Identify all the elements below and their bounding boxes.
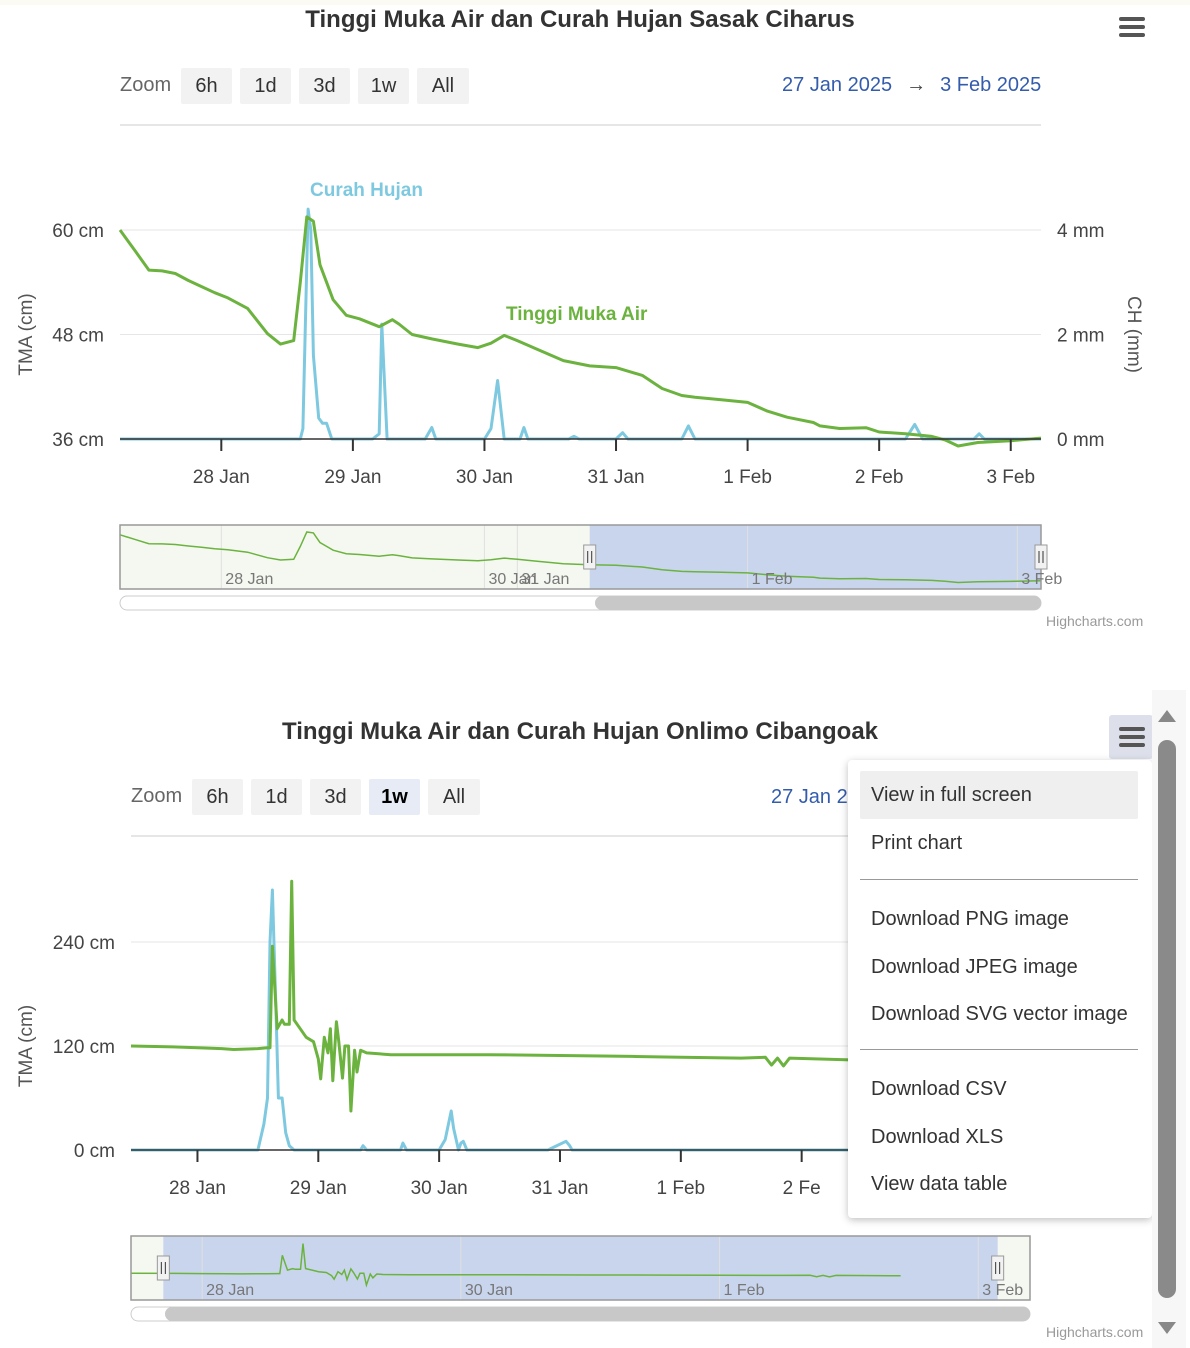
- navigator-outline: [119, 524, 1042, 590]
- series-label: Curah Hujan: [310, 180, 423, 201]
- y-axis-title: TMA (cm): [16, 293, 37, 375]
- chart-menu-button[interactable]: [1109, 715, 1153, 759]
- x-tick-label: 29 Jan: [324, 467, 381, 488]
- zoom-label: Zoom: [131, 785, 183, 807]
- menu-download-png[interactable]: Download PNG image: [871, 907, 1069, 930]
- chart-menu-button[interactable]: [1109, 5, 1153, 49]
- zoom-1d-button[interactable]: 1d: [240, 68, 291, 104]
- range-arrow-icon: →: [906, 74, 927, 96]
- scrollbar-thumb[interactable]: [1158, 740, 1176, 1298]
- y2-tick-label: 0 mm: [1057, 430, 1105, 451]
- page-scrollbar[interactable]: [1152, 690, 1186, 1348]
- x-tick-label: 1 Feb: [723, 467, 772, 488]
- x-tick-label: 3 Feb: [986, 467, 1035, 488]
- plot-area: 0 cm 120 cm 240 cm TMA (cm) 28 Jan 29 Jan 30 J…: [16, 835, 1031, 1322]
- menu-download-jpeg[interactable]: Download JPEG image: [871, 955, 1078, 978]
- range-to[interactable]: 3 Feb 2025: [940, 74, 1042, 96]
- series-line-tinggi-muka-air: [118, 215, 1042, 448]
- menu-separator: [860, 1049, 1138, 1050]
- y-tick-label: 0 cm: [74, 1141, 115, 1162]
- navigator-label: 28 Jan: [225, 571, 273, 588]
- y-tick-label: 36 cm: [52, 430, 104, 451]
- chart-onlimo-cibangoak: Tinggi Muka Air dan Curah Hujan Onlimo C…: [0, 690, 1190, 1348]
- navigator-handle: [991, 1255, 1005, 1281]
- navigator-handle: [1034, 544, 1048, 570]
- zoom-6h-button[interactable]: 6h: [181, 68, 232, 104]
- navigator-handle: [156, 1255, 170, 1281]
- x-tick-label: 28 Jan: [169, 1178, 226, 1199]
- x-tick-label: 1 Feb: [657, 1178, 706, 1199]
- x-tick-label: 30 Jan: [456, 467, 513, 488]
- scroll-down-arrow-icon[interactable]: [1158, 1322, 1176, 1334]
- chart-sasak-ciharus: Tinggi Muka Air dan Curah Hujan Sasak Ci…: [0, 0, 1190, 640]
- navigator-scrollbar-thumb: [595, 596, 1041, 610]
- series-line-tinggi-muka-air: [130, 879, 851, 1113]
- zoom-1w-button[interactable]: 1w: [369, 779, 420, 815]
- chart-title: Tinggi Muka Air dan Curah Hujan Sasak Ci…: [305, 6, 855, 33]
- navigator-outline: [130, 1235, 1031, 1301]
- navigator-label: 1 Feb: [752, 571, 793, 588]
- zoom-1w-button[interactable]: 1w: [358, 68, 409, 104]
- scroll-up-arrow-icon[interactable]: [1158, 710, 1176, 722]
- x-tick-label: 31 Jan: [531, 1178, 588, 1199]
- menu-download-csv[interactable]: Download CSV: [871, 1077, 1007, 1100]
- zoom-3d-button[interactable]: 3d: [310, 779, 361, 815]
- zoom-label: Zoom: [120, 74, 172, 96]
- range-from[interactable]: 27 Jan 20: [771, 786, 859, 808]
- navigator-label: 1 Feb: [724, 1282, 765, 1299]
- credits-link[interactable]: Highcharts.com: [1046, 1324, 1144, 1340]
- y-tick-label: 60 cm: [52, 221, 104, 242]
- navigator-label: 31 Jan: [521, 571, 569, 588]
- y-tick-label: 48 cm: [52, 326, 104, 347]
- range-from[interactable]: 27 Jan 2025: [782, 74, 893, 96]
- navigator-label: 30 Jan: [465, 1282, 513, 1299]
- credits-link[interactable]: Highcharts.com: [1046, 613, 1144, 629]
- navigator-label: 3 Feb: [1021, 571, 1062, 588]
- menu-view-data-table[interactable]: View data table: [871, 1172, 1008, 1195]
- menu-print-chart[interactable]: Print chart: [871, 831, 963, 854]
- zoom-all-button[interactable]: All: [428, 779, 480, 815]
- x-tick-label: 29 Jan: [290, 1178, 347, 1199]
- navigator-label: 3 Feb: [982, 1282, 1023, 1299]
- y-tick-label: 120 cm: [53, 1037, 115, 1058]
- date-range: 27 Jan 2025 → 3 Feb 2025: [782, 74, 1041, 97]
- x-tick-label: 2 Fe: [783, 1178, 821, 1199]
- zoom-6h-button[interactable]: 6h: [192, 779, 243, 815]
- y-axis-title: TMA (cm): [16, 1005, 37, 1087]
- x-tick-label: 28 Jan: [193, 467, 250, 488]
- menu-separator: [860, 879, 1138, 880]
- navigator-background: [120, 525, 1041, 589]
- plot-area: 36 cm 48 cm 60 cm TMA (cm) 0 mm 2 mm 4 mm CH (m…: [16, 124, 1144, 611]
- zoom-3d-button[interactable]: 3d: [299, 68, 350, 104]
- series-line-curah-hujan: [131, 888, 850, 1152]
- navigator-scrollbar-thumb: [165, 1307, 1030, 1321]
- y2-tick-label: 2 mm: [1057, 326, 1105, 347]
- x-tick-label: 31 Jan: [588, 467, 645, 488]
- menu-download-xls[interactable]: Download XLS: [871, 1125, 1004, 1148]
- x-tick-label: 30 Jan: [411, 1178, 468, 1199]
- navigator-label: 28 Jan: [206, 1282, 254, 1299]
- y2-axis-title: CH (mm): [1123, 296, 1144, 373]
- menu-download-svg[interactable]: Download SVG vector image: [871, 1002, 1128, 1025]
- top-strip: [0, 0, 1190, 5]
- y2-tick-label: 4 mm: [1057, 221, 1105, 242]
- navigator-series: [130, 1243, 901, 1288]
- export-menu: View in full screen Print chart Download…: [848, 760, 1152, 1218]
- navigator-mask: [163, 1236, 998, 1300]
- navigator-label: 30 Jan: [488, 571, 536, 588]
- navigator-series: [119, 531, 1042, 584]
- zoom-all-button[interactable]: All: [417, 68, 469, 104]
- y-tick-label: 240 cm: [53, 933, 115, 954]
- x-tick-label: 2 Feb: [855, 467, 904, 488]
- series-label: Tinggi Muka Air: [506, 304, 648, 325]
- chart-title: Tinggi Muka Air dan Curah Hujan Onlimo C…: [281, 718, 879, 745]
- date-range: 27 Jan 20: [771, 786, 859, 809]
- navigator-handle: [583, 544, 597, 570]
- menu-view-fullscreen[interactable]: View in full screen: [860, 771, 1138, 819]
- navigator-mask: [589, 525, 1041, 589]
- zoom-1d-button[interactable]: 1d: [251, 779, 302, 815]
